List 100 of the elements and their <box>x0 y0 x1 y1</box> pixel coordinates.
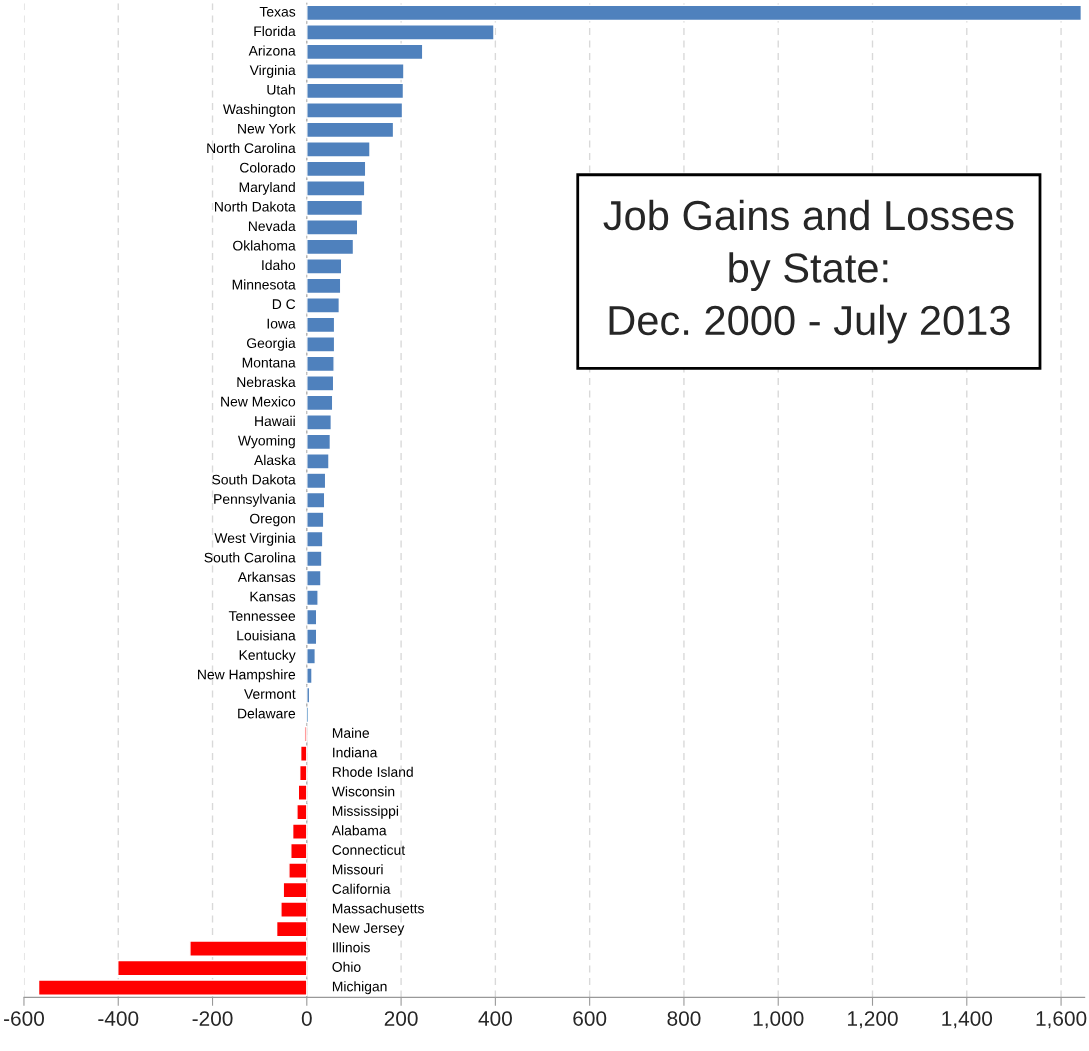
y-tick-label: Nevada <box>248 220 296 232</box>
y-tick-label: Washington <box>222 103 295 117</box>
y-tick-label: Rhode Island <box>332 766 413 777</box>
bar <box>306 199 364 217</box>
bar <box>306 452 330 470</box>
bar <box>299 764 308 782</box>
bar <box>306 82 405 100</box>
bar <box>306 511 325 529</box>
bar <box>306 102 404 119</box>
y-tick-label: Virginia <box>249 64 296 78</box>
bar <box>306 258 343 275</box>
x-tick-label: 800 <box>667 1011 701 1026</box>
y-tick-label: South Carolina <box>204 552 296 563</box>
bar <box>275 920 308 938</box>
bar <box>306 180 366 197</box>
bar <box>306 550 323 568</box>
x-tick-label: -600 <box>4 1011 44 1026</box>
y-tick-label: Missouri <box>332 864 383 875</box>
y-tick-label: Montana <box>242 357 296 368</box>
y-tick-label: Delaware <box>238 708 296 719</box>
bar <box>306 686 311 704</box>
bar <box>306 297 341 314</box>
bar <box>306 277 342 295</box>
bar <box>306 608 318 626</box>
y-tick-label: Illinois <box>333 942 370 953</box>
bar <box>37 979 308 996</box>
x-tick-label: -400 <box>98 1011 139 1026</box>
y-tick-label: Idaho <box>262 259 296 271</box>
y-tick-label: Wyoming <box>238 435 295 449</box>
y-tick-label: Michigan <box>332 981 387 995</box>
y-tick-label: Tennessee <box>228 611 296 621</box>
bar <box>306 121 395 139</box>
y-tick-label: D C <box>272 299 296 310</box>
bar <box>306 24 495 41</box>
x-tick-label: 200 <box>384 1011 418 1026</box>
x-tick-label: 400 <box>478 1011 512 1026</box>
y-tick-label: Oklahoma <box>233 240 296 251</box>
x-tick-label: 1,600 <box>1036 1011 1087 1029</box>
x-tick-label: 1,000 <box>753 1011 804 1029</box>
bar <box>306 355 335 373</box>
bar <box>306 141 371 158</box>
bar <box>117 959 308 977</box>
bar <box>306 238 355 256</box>
y-tick-label: Kentucky <box>239 649 296 663</box>
text: Job Gains and Losses by State: Dec. 2000 - July 2013 <box>603 199 1014 344</box>
y-tick-label: Vermont <box>244 689 296 699</box>
bar <box>306 63 405 80</box>
bar <box>306 375 335 392</box>
y-tick-label: Georgia <box>246 337 296 351</box>
y-tick-label: Florida <box>254 25 296 37</box>
y-tick-label: Texas <box>259 6 296 17</box>
bar <box>306 667 313 685</box>
y-tick-label: Nebraska <box>237 376 296 388</box>
y-tick-label: Arizona <box>248 45 296 56</box>
bar <box>306 491 326 509</box>
bar <box>297 784 308 801</box>
bar <box>306 336 336 353</box>
y-tick-label: Colorado <box>240 162 296 173</box>
bar <box>306 316 336 334</box>
y-tick-label: Maryland <box>239 181 295 195</box>
x-tick-label: 1,400 <box>942 1011 993 1029</box>
bar <box>299 745 308 763</box>
y-tick-label: Iowa <box>267 318 296 329</box>
bar <box>306 43 424 61</box>
y-tick-label: Alaska <box>254 454 296 466</box>
y-tick-label: Louisiana <box>237 630 296 641</box>
y-tick-label: Pennsylvania <box>214 493 296 507</box>
bar <box>290 842 308 860</box>
y-tick-label: Mississippi <box>332 805 399 819</box>
x-tick-label: -200 <box>192 1011 233 1026</box>
y-tick-label: Wisconsin <box>331 786 395 797</box>
bar <box>306 589 319 607</box>
bar <box>306 472 327 490</box>
x-tick-label: 600 <box>573 1011 607 1026</box>
y-tick-label: North Dakota <box>215 201 296 212</box>
y-tick-label: North Carolina <box>207 142 296 154</box>
x-tick-label: 0 <box>301 1011 312 1026</box>
y-tick-label: Connecticut <box>332 844 406 855</box>
y-tick-label: New York <box>238 123 296 134</box>
bar <box>306 413 333 431</box>
bar <box>306 433 332 451</box>
bar <box>288 862 308 879</box>
bar <box>189 940 308 957</box>
y-tick-label: Hawaii <box>255 415 295 427</box>
bar <box>306 160 367 178</box>
y-tick-label: Indiana <box>333 747 378 758</box>
y-tick-label: Kansas <box>250 591 296 602</box>
y-tick-label: Alabama <box>331 825 387 836</box>
bar <box>291 823 308 840</box>
y-tick-label: New Hampshire <box>198 669 296 683</box>
y-tick-label: California <box>332 883 391 894</box>
x-tick-label: 1,200 <box>848 1011 898 1029</box>
bar <box>306 4 1083 22</box>
y-tick-label: Maine <box>332 727 370 738</box>
y-tick-label: Oregon <box>250 513 295 527</box>
y-tick-label: Utah <box>267 84 295 95</box>
bar <box>296 803 308 821</box>
y-tick-label: South Dakota <box>212 474 296 485</box>
y-tick-label: West Virginia <box>214 532 296 546</box>
bar <box>306 530 324 548</box>
